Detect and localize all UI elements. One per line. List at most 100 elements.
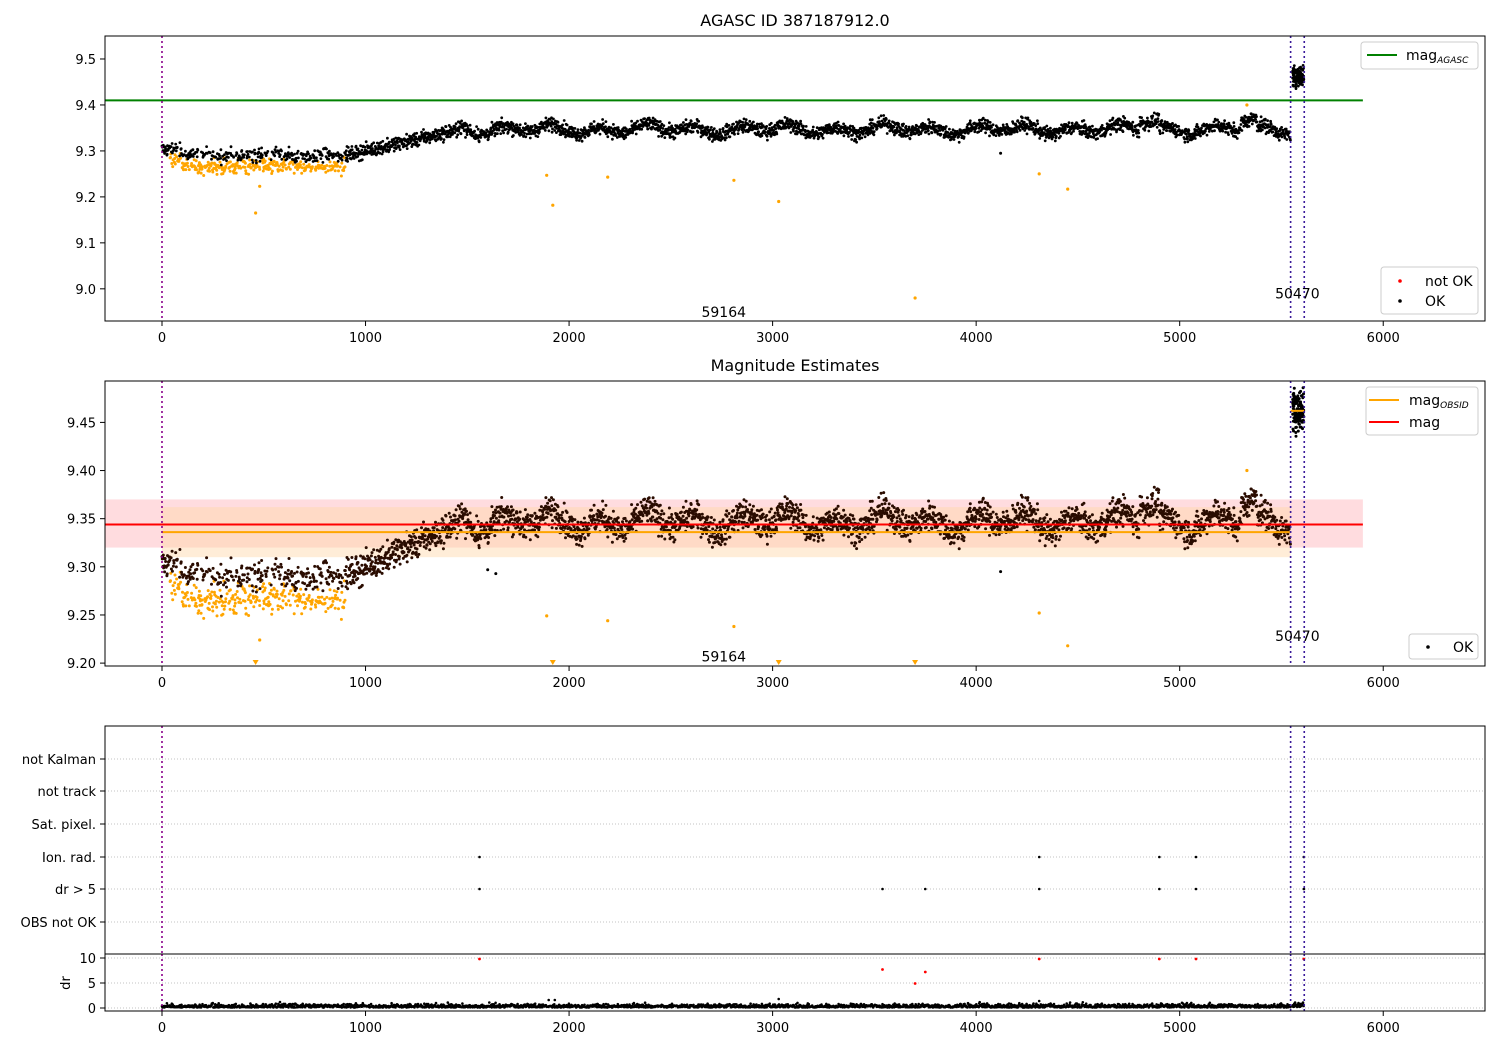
panel1-ok-point-987 <box>573 131 577 135</box>
panel1-ok-point-3156 <box>1280 126 1283 129</box>
panel1-ok-point-1015 <box>583 126 586 130</box>
panel2-ok-point-600 <box>447 511 451 515</box>
panel1-filtered-outlier-3 <box>551 203 555 207</box>
panel1-filtered-point-55 <box>202 174 206 177</box>
panel1-ok-point-1379 <box>701 126 705 129</box>
panel1-ok-point-877 <box>538 130 541 134</box>
panel1-ok-point-1444 <box>722 136 726 140</box>
panel2-filtered-point-6 <box>172 588 176 592</box>
panel1-filtered-point-81 <box>215 168 219 172</box>
panel1-ok-point-1934 <box>882 114 886 117</box>
panel1-ok-point-269 <box>336 151 340 155</box>
panel2-ok-point-294 <box>348 568 352 572</box>
panel1-ok-point-3079 <box>1255 115 1258 118</box>
panel2-ok-point-557 <box>433 541 437 545</box>
panel2-filtered-point-106 <box>231 594 235 598</box>
panel1-ok-point-2366 <box>1022 120 1026 124</box>
panel2-ok-point-369 <box>372 571 376 575</box>
panel1-ok-point-2214 <box>973 130 977 134</box>
panel1-ok-point-2037 <box>915 131 919 135</box>
panel1-ok-point-2629 <box>1108 119 1112 123</box>
panel1-ok-point-913 <box>549 124 553 128</box>
panel2-ok-point-654 <box>465 526 469 530</box>
panel1-filtered-point-61 <box>206 163 210 167</box>
panel2-ok-point-10 <box>163 557 167 560</box>
panel1-ok-point-617 <box>453 131 457 135</box>
panel1-xtick-label-0: 0 <box>158 331 166 346</box>
panel1-ok-point-1294 <box>673 127 677 131</box>
panel1-filtered-point-132 <box>247 172 251 176</box>
panel2-ok-point-604 <box>449 515 452 519</box>
panel1-ok-point-1195 <box>641 125 645 128</box>
panel1-ok-point-747 <box>495 121 499 124</box>
panel2-filtered-point-113 <box>234 592 238 596</box>
panel1-ok-point-2429 <box>1043 126 1047 129</box>
panel1-ok-point-2302 <box>1002 125 1005 129</box>
panel2-filtered-outlier-0 <box>258 638 262 642</box>
panel1-ok-point-2970 <box>1219 124 1223 128</box>
panel2-ok-point-57 <box>189 565 193 569</box>
panel1-ok-point-920 <box>552 117 555 121</box>
panel2-filtered-point-226 <box>306 598 310 602</box>
panel2-ok-point-938 <box>557 516 561 520</box>
panel2-ok-point-796 <box>511 508 515 512</box>
panel2-filtered-point-85 <box>218 588 222 592</box>
panel2-filtered-point-97 <box>225 592 229 596</box>
panel1-filtered-point-217 <box>299 160 303 164</box>
panel2-ok-point-995 <box>576 520 580 524</box>
panel1-ok-point-2722 <box>1138 124 1142 128</box>
panel2-ok-point-499 <box>414 551 418 554</box>
panel2-ok-point-522 <box>422 540 426 544</box>
panel1-ok-point-2488 <box>1062 130 1066 134</box>
panel1-filtered-point-204 <box>291 162 295 166</box>
panel1-ok-point-1596 <box>772 129 775 133</box>
panel1-ok-point-808 <box>515 123 519 127</box>
panel2-ok-point-1027 <box>586 533 590 537</box>
panel1-ok-point-2517 <box>1072 129 1075 133</box>
panel1-ok-point-2401 <box>1034 124 1038 127</box>
panel1-ok-point-150 <box>257 147 261 151</box>
panel1-filtered-point-182 <box>275 162 279 166</box>
panel1-ok-point-1431 <box>718 128 722 132</box>
panel2-ok-point-60 <box>191 562 195 566</box>
panel1-ok-point-1360 <box>695 122 699 126</box>
panel1-ok-point-438 <box>395 146 398 150</box>
panel2-ok-point-740 <box>493 534 497 538</box>
panel2-filtered-point-236 <box>314 605 318 609</box>
panel1-ok-point-2591 <box>1096 137 1099 141</box>
panel1-ok-point-402 <box>383 147 387 151</box>
panel2-filtered-point-84 <box>217 600 221 604</box>
panel2-filtered-point-65 <box>207 601 211 605</box>
panel1-ok-point-obs2-41 <box>1295 82 1298 86</box>
panel2-ok-point-471 <box>405 560 409 564</box>
panel2-filtered-point-173 <box>270 607 274 611</box>
panel2-ok-point-495 <box>413 540 417 544</box>
panel1-ok-point-1929 <box>880 119 884 123</box>
panel2-ok-point-559 <box>434 544 438 548</box>
panel2-ok-point-798 <box>512 513 516 517</box>
panel2-ok-point-768 <box>502 515 506 519</box>
panel1-ok-point-2229 <box>978 121 982 125</box>
panel2-filtered-point-157 <box>263 586 267 590</box>
panel1-ok-point-1896 <box>869 121 873 125</box>
panel1-ok-point-491 <box>412 143 416 146</box>
panel2-ok-point-328 <box>359 554 363 558</box>
panel2-ok-point-308 <box>352 581 356 585</box>
panel2-filtered-point-181 <box>275 589 279 593</box>
panel1-ok-point-2927 <box>1205 133 1209 137</box>
panel2-ok-point-160 <box>264 572 268 576</box>
panel1-ok-point-713 <box>484 131 488 135</box>
panel1-ok-point-2346 <box>1016 119 1020 122</box>
panel1-ok-point-319 <box>356 155 360 158</box>
panel1-ok-point-1283 <box>670 124 674 128</box>
panel1-ok-point-1794 <box>836 120 840 124</box>
panel1-ok-point-101 <box>225 159 228 163</box>
panel1-ok-point-2420 <box>1040 128 1044 132</box>
panel1-ok-point-3115 <box>1266 123 1270 127</box>
panel1-ok-point-2696 <box>1130 124 1134 128</box>
panel1-ok-point-2459 <box>1053 127 1056 131</box>
panel1-filtered-point-256 <box>328 160 332 164</box>
panel1-ok-point-80 <box>208 151 212 155</box>
panel2-filtered-point-204 <box>291 593 295 597</box>
panel1-ok-point-190 <box>286 151 290 155</box>
